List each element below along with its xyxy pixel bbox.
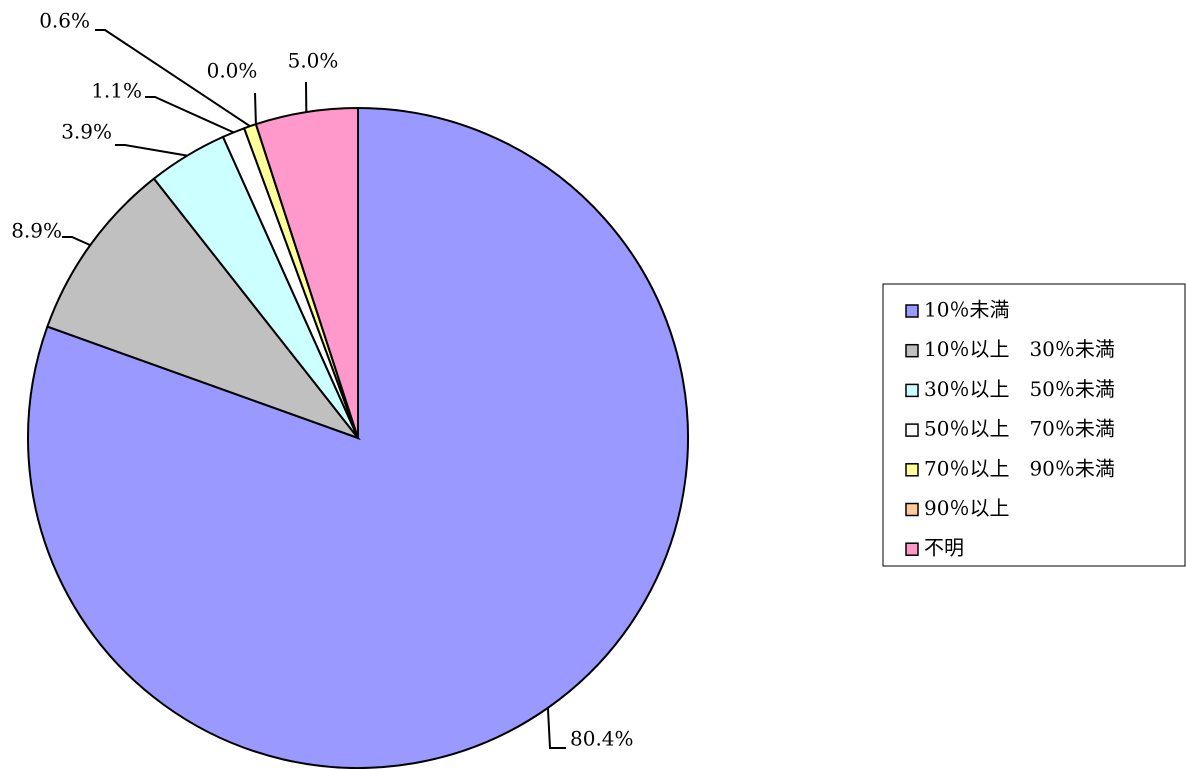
legend-label: 10％未満 <box>924 298 1009 322</box>
data-label: 3.9% <box>61 120 112 144</box>
legend-swatch <box>905 304 919 318</box>
legend-swatch <box>905 542 919 556</box>
leader-line <box>95 29 251 127</box>
pie-slice <box>46 177 361 441</box>
legend-label: 50％以上 70％未満 <box>924 417 1115 441</box>
data-label: 80.4% <box>570 727 634 751</box>
legend-swatch <box>905 502 919 517</box>
legend-swatch <box>905 463 919 477</box>
leader-line <box>254 92 257 125</box>
legend-swatch <box>905 383 919 398</box>
leader-line <box>115 144 188 157</box>
data-label: 8.9% <box>11 219 62 243</box>
data-label: 0.6% <box>39 9 90 33</box>
legend-swatch <box>905 423 919 437</box>
data-label: 0.0% <box>207 59 258 83</box>
legend-label: 90％以上 <box>924 496 1009 520</box>
legend-label: 30％以上 50％未満 <box>924 377 1115 401</box>
legend-swatch <box>905 343 919 358</box>
data-label: 1.1% <box>91 79 142 103</box>
legend-label: 10％以上 30％未満 <box>924 337 1115 361</box>
leader-line <box>62 236 91 247</box>
leader-line <box>546 707 566 749</box>
legend-label: 不明 <box>924 536 964 560</box>
leader-line <box>145 96 234 134</box>
pie-slice <box>254 106 359 439</box>
legend-label: 70％以上 90％未満 <box>924 456 1115 480</box>
data-label: 5.0% <box>288 49 339 73</box>
legend-box <box>882 283 1186 567</box>
